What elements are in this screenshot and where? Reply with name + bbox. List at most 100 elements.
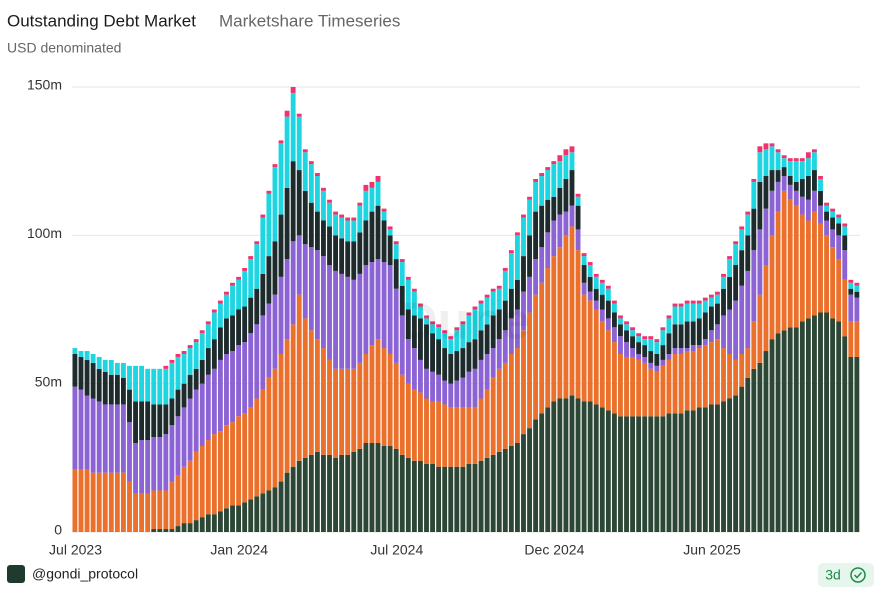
- bar-segment: [108, 472, 114, 532]
- bar-segment: [145, 368, 151, 402]
- bar-segment: [824, 235, 829, 313]
- bar-segment: [478, 300, 484, 304]
- bar-segment: [545, 170, 551, 200]
- bar-segment: [739, 250, 745, 286]
- bar-segment: [533, 211, 539, 260]
- bar-segment: [478, 330, 484, 360]
- bar-segment: [684, 303, 690, 322]
- bar-segment: [690, 410, 696, 532]
- bar-segment: [721, 276, 726, 289]
- bar-segment: [769, 339, 775, 532]
- bar-segment: [127, 481, 132, 532]
- bar-segment: [539, 205, 545, 248]
- bar-segment: [624, 324, 629, 331]
- bar-segment: [169, 398, 175, 426]
- bar-segment: [581, 265, 587, 283]
- bar-segment: [193, 339, 199, 343]
- bar-segment: [205, 440, 211, 515]
- bar-segment: [290, 466, 296, 532]
- bar-segment: [381, 348, 387, 446]
- bar-segment: [90, 354, 96, 363]
- bar-segment: [581, 294, 587, 402]
- bar-segment: [715, 339, 720, 405]
- bar-segment: [357, 205, 363, 233]
- bar-segment: [272, 167, 278, 242]
- bar-segment: [102, 404, 108, 473]
- bar-segment: [575, 398, 581, 532]
- bar-segment: [242, 306, 248, 343]
- bar-segment: [660, 359, 666, 366]
- bar-segment: [496, 368, 502, 452]
- bar-segment: [678, 306, 684, 325]
- bar-segment: [824, 202, 829, 206]
- bar-segment: [436, 374, 442, 402]
- bar-segment: [793, 158, 799, 162]
- bar-segment: [836, 217, 842, 224]
- bar-segment: [224, 318, 229, 354]
- bar-segment: [436, 327, 442, 340]
- bar-segment: [636, 354, 642, 360]
- bar-segment: [248, 256, 254, 260]
- bar-segment: [381, 220, 387, 263]
- bar-segment: [727, 398, 733, 532]
- bar-segment: [84, 395, 90, 470]
- bar-segment: [96, 401, 102, 473]
- bar-segment: [836, 214, 842, 218]
- bar-segment: [387, 265, 393, 354]
- author-handle[interactable]: @gondi_protocol: [32, 566, 138, 582]
- bar-segment: [84, 469, 90, 532]
- bar-segment: [351, 368, 357, 452]
- x-tick-label: Jul 2024: [370, 542, 423, 558]
- bar-segment: [211, 514, 217, 532]
- bar-segment: [145, 440, 151, 494]
- bar-segment: [775, 149, 781, 153]
- bar-segment: [812, 149, 817, 153]
- bar-segment: [684, 321, 690, 349]
- bar-segment: [508, 250, 514, 254]
- bar-segment: [205, 324, 211, 349]
- bar-segment: [569, 146, 575, 153]
- bar-segment: [848, 294, 854, 322]
- bar-segment: [569, 170, 575, 206]
- bar-segment: [824, 205, 829, 212]
- bar-segment: [321, 220, 326, 257]
- bar-segment: [721, 273, 726, 277]
- bar-segment: [745, 377, 751, 532]
- bar-segment: [830, 211, 836, 218]
- bar-segment: [163, 529, 169, 532]
- bar-segment: [551, 164, 557, 197]
- bar-segment: [284, 472, 290, 532]
- bar-segment: [848, 282, 854, 289]
- bar-segment: [539, 176, 545, 206]
- bar-segment: [224, 354, 229, 426]
- bar-segment: [751, 368, 757, 532]
- bar-segment: [290, 92, 296, 162]
- bar-segment: [187, 345, 193, 349]
- bar-segment: [757, 146, 763, 153]
- bar-segment: [96, 472, 102, 532]
- bar-segment: [187, 460, 193, 524]
- bar-segment: [739, 354, 745, 387]
- bar-segment: [739, 386, 745, 532]
- bar-segment: [442, 348, 448, 381]
- bar-segment: [502, 300, 508, 331]
- bar-segment: [351, 220, 357, 242]
- bar-segment: [418, 318, 423, 360]
- bar-segment: [539, 173, 545, 176]
- bar-segment: [217, 303, 223, 328]
- bar-segment: [272, 164, 278, 168]
- bar-segment: [830, 229, 836, 248]
- bar-segment: [90, 472, 96, 532]
- bar-segment: [466, 342, 472, 372]
- bar-segment: [533, 419, 539, 532]
- bar-segment: [618, 354, 623, 417]
- bar-segment: [351, 241, 357, 280]
- bar-segment: [472, 463, 478, 532]
- bar-segment: [624, 416, 629, 532]
- bar-segment: [611, 342, 617, 414]
- bar-segment: [399, 454, 405, 532]
- bar-segment: [781, 176, 787, 191]
- bar-segment: [442, 404, 448, 467]
- bar-segment: [842, 279, 848, 337]
- bar-segment: [490, 454, 496, 532]
